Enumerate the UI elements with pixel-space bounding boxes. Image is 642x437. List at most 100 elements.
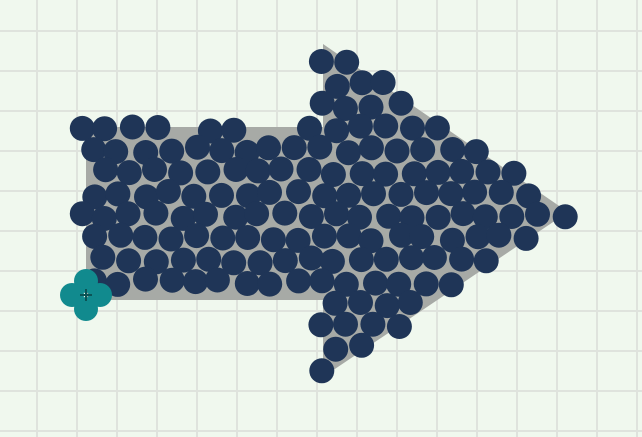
ball — [105, 271, 131, 297]
ball — [256, 135, 281, 161]
ball — [361, 181, 386, 207]
ball — [486, 222, 512, 248]
ball — [374, 293, 400, 319]
ball — [272, 200, 298, 226]
ball — [196, 246, 222, 272]
ball — [184, 223, 210, 249]
ball — [333, 271, 359, 297]
ball — [348, 247, 374, 273]
ball — [349, 332, 375, 358]
ball — [155, 179, 181, 204]
ball — [93, 157, 119, 183]
ball — [247, 250, 273, 276]
ball — [462, 179, 488, 205]
ball — [221, 250, 247, 276]
ball — [413, 271, 439, 297]
ball — [116, 160, 142, 186]
ball — [245, 158, 271, 184]
ball — [298, 245, 324, 271]
ball — [320, 162, 346, 187]
ball — [235, 225, 261, 250]
ball — [90, 244, 116, 270]
ball — [324, 201, 349, 227]
ball-spawner-icon[interactable] — [60, 269, 112, 321]
ball — [119, 114, 145, 140]
ball — [307, 134, 333, 160]
ball — [209, 138, 235, 164]
ball — [401, 161, 427, 187]
ball — [209, 182, 234, 208]
ball — [363, 270, 388, 296]
ball — [322, 290, 348, 316]
ball — [349, 161, 375, 187]
ball — [309, 268, 335, 294]
ball — [388, 181, 414, 207]
ball — [399, 245, 424, 271]
ball — [223, 157, 249, 182]
ball — [439, 227, 465, 253]
ball — [143, 200, 169, 226]
ball — [513, 225, 539, 251]
ball — [159, 267, 185, 293]
ball — [319, 248, 345, 274]
ball — [332, 96, 358, 121]
ball — [132, 224, 158, 250]
ball — [463, 139, 489, 165]
ball — [81, 137, 107, 163]
ball — [323, 336, 349, 362]
ball — [183, 269, 209, 295]
ball — [268, 156, 294, 182]
ball — [384, 138, 410, 164]
ball — [386, 314, 412, 339]
ball — [296, 157, 322, 182]
ball — [108, 222, 134, 248]
ball — [386, 271, 412, 297]
ball — [373, 161, 399, 187]
ball — [311, 223, 337, 249]
ball — [168, 160, 194, 186]
ball — [336, 223, 362, 249]
ball — [285, 227, 311, 253]
ball — [210, 225, 236, 251]
ball — [400, 115, 425, 141]
ball — [472, 204, 498, 230]
ball — [308, 312, 334, 338]
ball — [308, 49, 334, 74]
ball — [373, 246, 399, 272]
ball — [195, 159, 221, 185]
ball — [450, 201, 476, 227]
ball — [348, 290, 373, 315]
ball — [373, 113, 399, 139]
ball — [388, 90, 414, 116]
ball — [286, 179, 311, 205]
ball — [473, 248, 499, 274]
ball — [438, 272, 464, 298]
ball — [324, 73, 350, 99]
ball — [281, 135, 307, 161]
ball — [552, 204, 578, 230]
ball — [298, 204, 324, 229]
ball — [347, 204, 372, 230]
ball — [221, 117, 247, 143]
ball — [223, 204, 249, 230]
ball — [335, 140, 361, 166]
ball — [92, 116, 118, 142]
ball — [115, 201, 141, 227]
ball — [358, 228, 384, 254]
ball — [105, 181, 131, 207]
ball — [488, 179, 514, 205]
ball — [69, 201, 95, 227]
ball — [358, 94, 384, 120]
ball — [333, 311, 358, 337]
ball — [424, 115, 450, 141]
ball — [410, 137, 436, 163]
ball — [145, 115, 171, 140]
ball — [309, 90, 335, 116]
ball — [69, 115, 95, 141]
ball — [142, 157, 167, 182]
spawner-petal — [60, 283, 84, 307]
ball — [185, 134, 210, 160]
ball — [425, 159, 451, 185]
